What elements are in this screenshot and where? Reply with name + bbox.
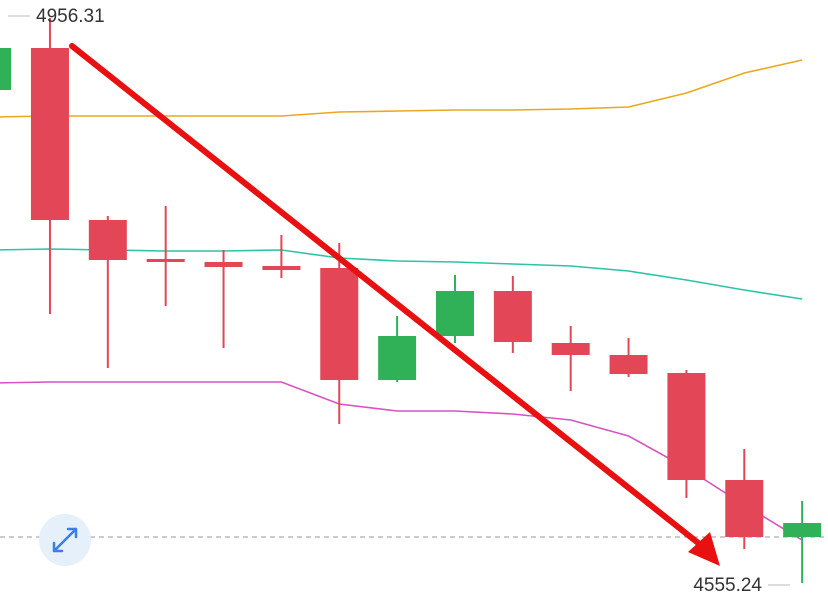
arrow-shaft [69,43,705,549]
candle-body [320,268,359,381]
candle-body [609,354,648,375]
candle-body [204,262,243,268]
candle-body [378,336,417,381]
ma-line [0,59,803,118]
candle-body [88,219,127,261]
candle-body [146,259,185,263]
candle-body [262,266,301,270]
candle-body [30,48,69,220]
candle-body [667,373,706,481]
ma-line [0,248,803,300]
candle-body [0,48,12,91]
candle-body [551,342,590,355]
plot-area [0,18,828,583]
arrow-head [688,532,720,566]
expand-button[interactable] [39,514,91,566]
high-label: 4956.31 [36,6,105,27]
candle-body [493,290,532,343]
candle-body [725,480,764,538]
low-label: 4555.24 [693,575,762,596]
candle-body [783,523,822,538]
ma-line [0,381,803,541]
candle-body [435,290,474,337]
expand-icon[interactable] [52,527,78,553]
trend-arrow [69,43,720,566]
